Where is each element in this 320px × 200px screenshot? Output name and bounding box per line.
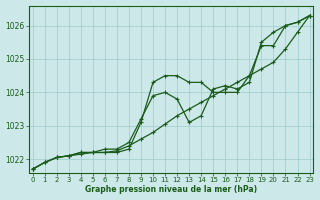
X-axis label: Graphe pression niveau de la mer (hPa): Graphe pression niveau de la mer (hPa): [85, 185, 257, 194]
